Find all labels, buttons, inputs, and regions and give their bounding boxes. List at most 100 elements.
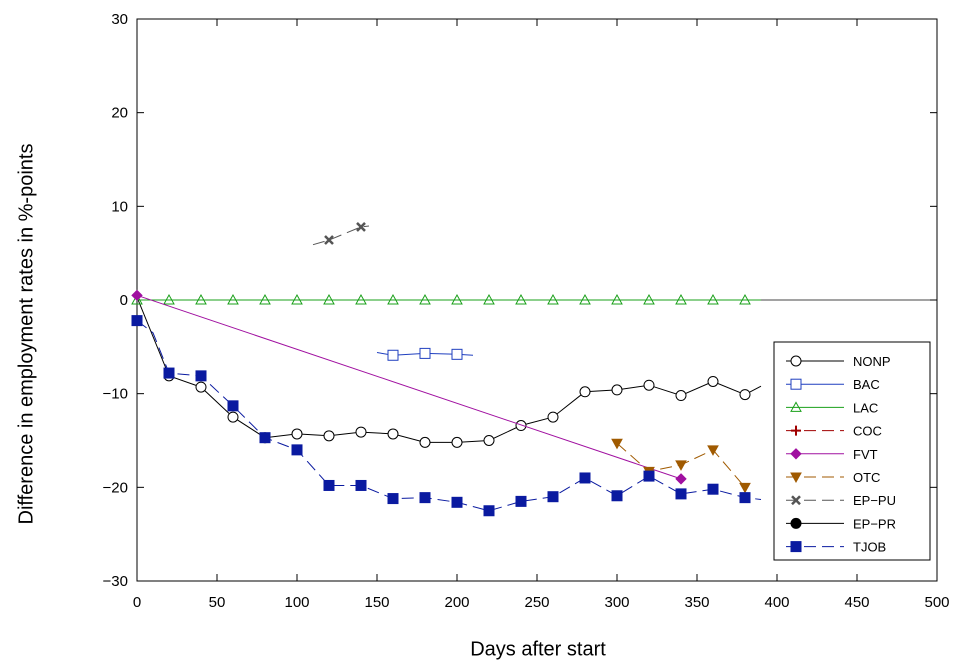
- data-point: [515, 420, 527, 432]
- data-point: [515, 495, 527, 507]
- data-point: [195, 293, 207, 305]
- x-tick-label: 250: [524, 594, 549, 611]
- data-point: [579, 386, 591, 398]
- data-point: [739, 482, 751, 494]
- data-point: [163, 293, 175, 305]
- data-point: [419, 436, 431, 448]
- data-point: [707, 445, 719, 456]
- legend-marker: [791, 495, 801, 506]
- series-otc: [611, 438, 751, 494]
- data-point: [611, 490, 623, 502]
- data-point: [323, 293, 335, 305]
- x-tick-label: 450: [844, 594, 869, 611]
- data-point: [739, 389, 751, 401]
- data-point: [483, 293, 495, 305]
- x-tick-label: 100: [284, 594, 309, 611]
- legend-item: BAC: [786, 377, 880, 392]
- legend-marker: [790, 541, 802, 553]
- series-bac: [376, 347, 474, 361]
- data-point: [451, 348, 463, 360]
- legend-label: TJOB: [853, 540, 886, 555]
- legend-label: LAC: [853, 400, 878, 415]
- data-point: [195, 381, 207, 393]
- legend-label: EP−PU: [853, 493, 896, 508]
- legend-item: FVT: [786, 447, 878, 462]
- y-tick-label: 0: [120, 292, 128, 309]
- legend-item: EP−PR: [786, 516, 896, 531]
- legend-item: LAC: [786, 400, 878, 415]
- y-tick-label: 20: [111, 105, 128, 122]
- data-point: [419, 492, 431, 504]
- data-point: [227, 411, 239, 423]
- series-line: [136, 320, 762, 512]
- data-point: [387, 428, 399, 440]
- data-point: [451, 496, 463, 508]
- y-tick-label: −10: [103, 386, 128, 403]
- data-point: [227, 400, 239, 412]
- data-point: [131, 293, 143, 305]
- x-tick-label: 0: [133, 594, 141, 611]
- x-tick-label: 300: [604, 594, 629, 611]
- data-point: [579, 293, 591, 305]
- data-point: [547, 411, 559, 423]
- data-point: [387, 293, 399, 305]
- data-point: [643, 379, 655, 391]
- data-point: [707, 293, 719, 305]
- series-nonp: [136, 297, 762, 448]
- data-point: [547, 293, 559, 305]
- data-point: [387, 493, 399, 505]
- legend-marker: [791, 425, 801, 436]
- data-point: [355, 426, 367, 438]
- legend-item: EP−PU: [786, 493, 896, 508]
- series-ep-pu: [312, 222, 370, 246]
- data-point: [259, 293, 271, 305]
- data-point: [675, 473, 687, 485]
- series-lac: [131, 293, 761, 305]
- data-point: [419, 347, 431, 359]
- data-point: [675, 293, 687, 305]
- data-point: [195, 370, 207, 382]
- data-point: [451, 293, 463, 305]
- legend-label: EP−PR: [853, 516, 896, 531]
- legend: NONP BAC LAC COC FVT OTC EP−PU EP−PR TJOB: [773, 341, 931, 561]
- data-point: [707, 483, 719, 495]
- data-point: [355, 293, 367, 305]
- data-point: [579, 472, 591, 484]
- legend-marker: [790, 517, 802, 529]
- data-point: [739, 293, 751, 305]
- legend-item: OTC: [786, 470, 880, 485]
- data-point: [131, 315, 143, 327]
- legend-marker: [790, 401, 802, 412]
- x-axis-label: Days after start: [470, 638, 606, 661]
- data-point: [675, 488, 687, 500]
- data-point: [739, 492, 751, 504]
- data-point: [611, 293, 623, 305]
- data-point: [291, 293, 303, 305]
- legend-marker: [790, 448, 802, 460]
- data-point: [451, 436, 463, 448]
- data-point: [227, 293, 239, 305]
- data-point: [323, 430, 335, 442]
- data-point: [259, 432, 271, 444]
- legend-label: OTC: [853, 470, 880, 485]
- y-tick-label: 10: [111, 198, 128, 215]
- y-tick-label: −20: [103, 479, 128, 496]
- data-point: [515, 293, 527, 305]
- data-point: [387, 349, 399, 361]
- y-tick-label: −30: [103, 573, 128, 590]
- data-point: [675, 460, 687, 471]
- series-line: [312, 225, 370, 246]
- data-point: [483, 505, 495, 517]
- x-tick-label: 50: [209, 594, 226, 611]
- legend-item: COC: [786, 424, 882, 439]
- y-axis-label: Difference in employment rates in %-poin…: [15, 143, 38, 525]
- data-point: [675, 390, 687, 402]
- data-point: [611, 384, 623, 396]
- series-tjob: [131, 315, 762, 517]
- x-tick-label: 400: [764, 594, 789, 611]
- data-point: [611, 438, 623, 450]
- legend-item: NONP: [786, 354, 891, 369]
- plot-area: [131, 222, 762, 517]
- legend-label: FVT: [853, 447, 878, 462]
